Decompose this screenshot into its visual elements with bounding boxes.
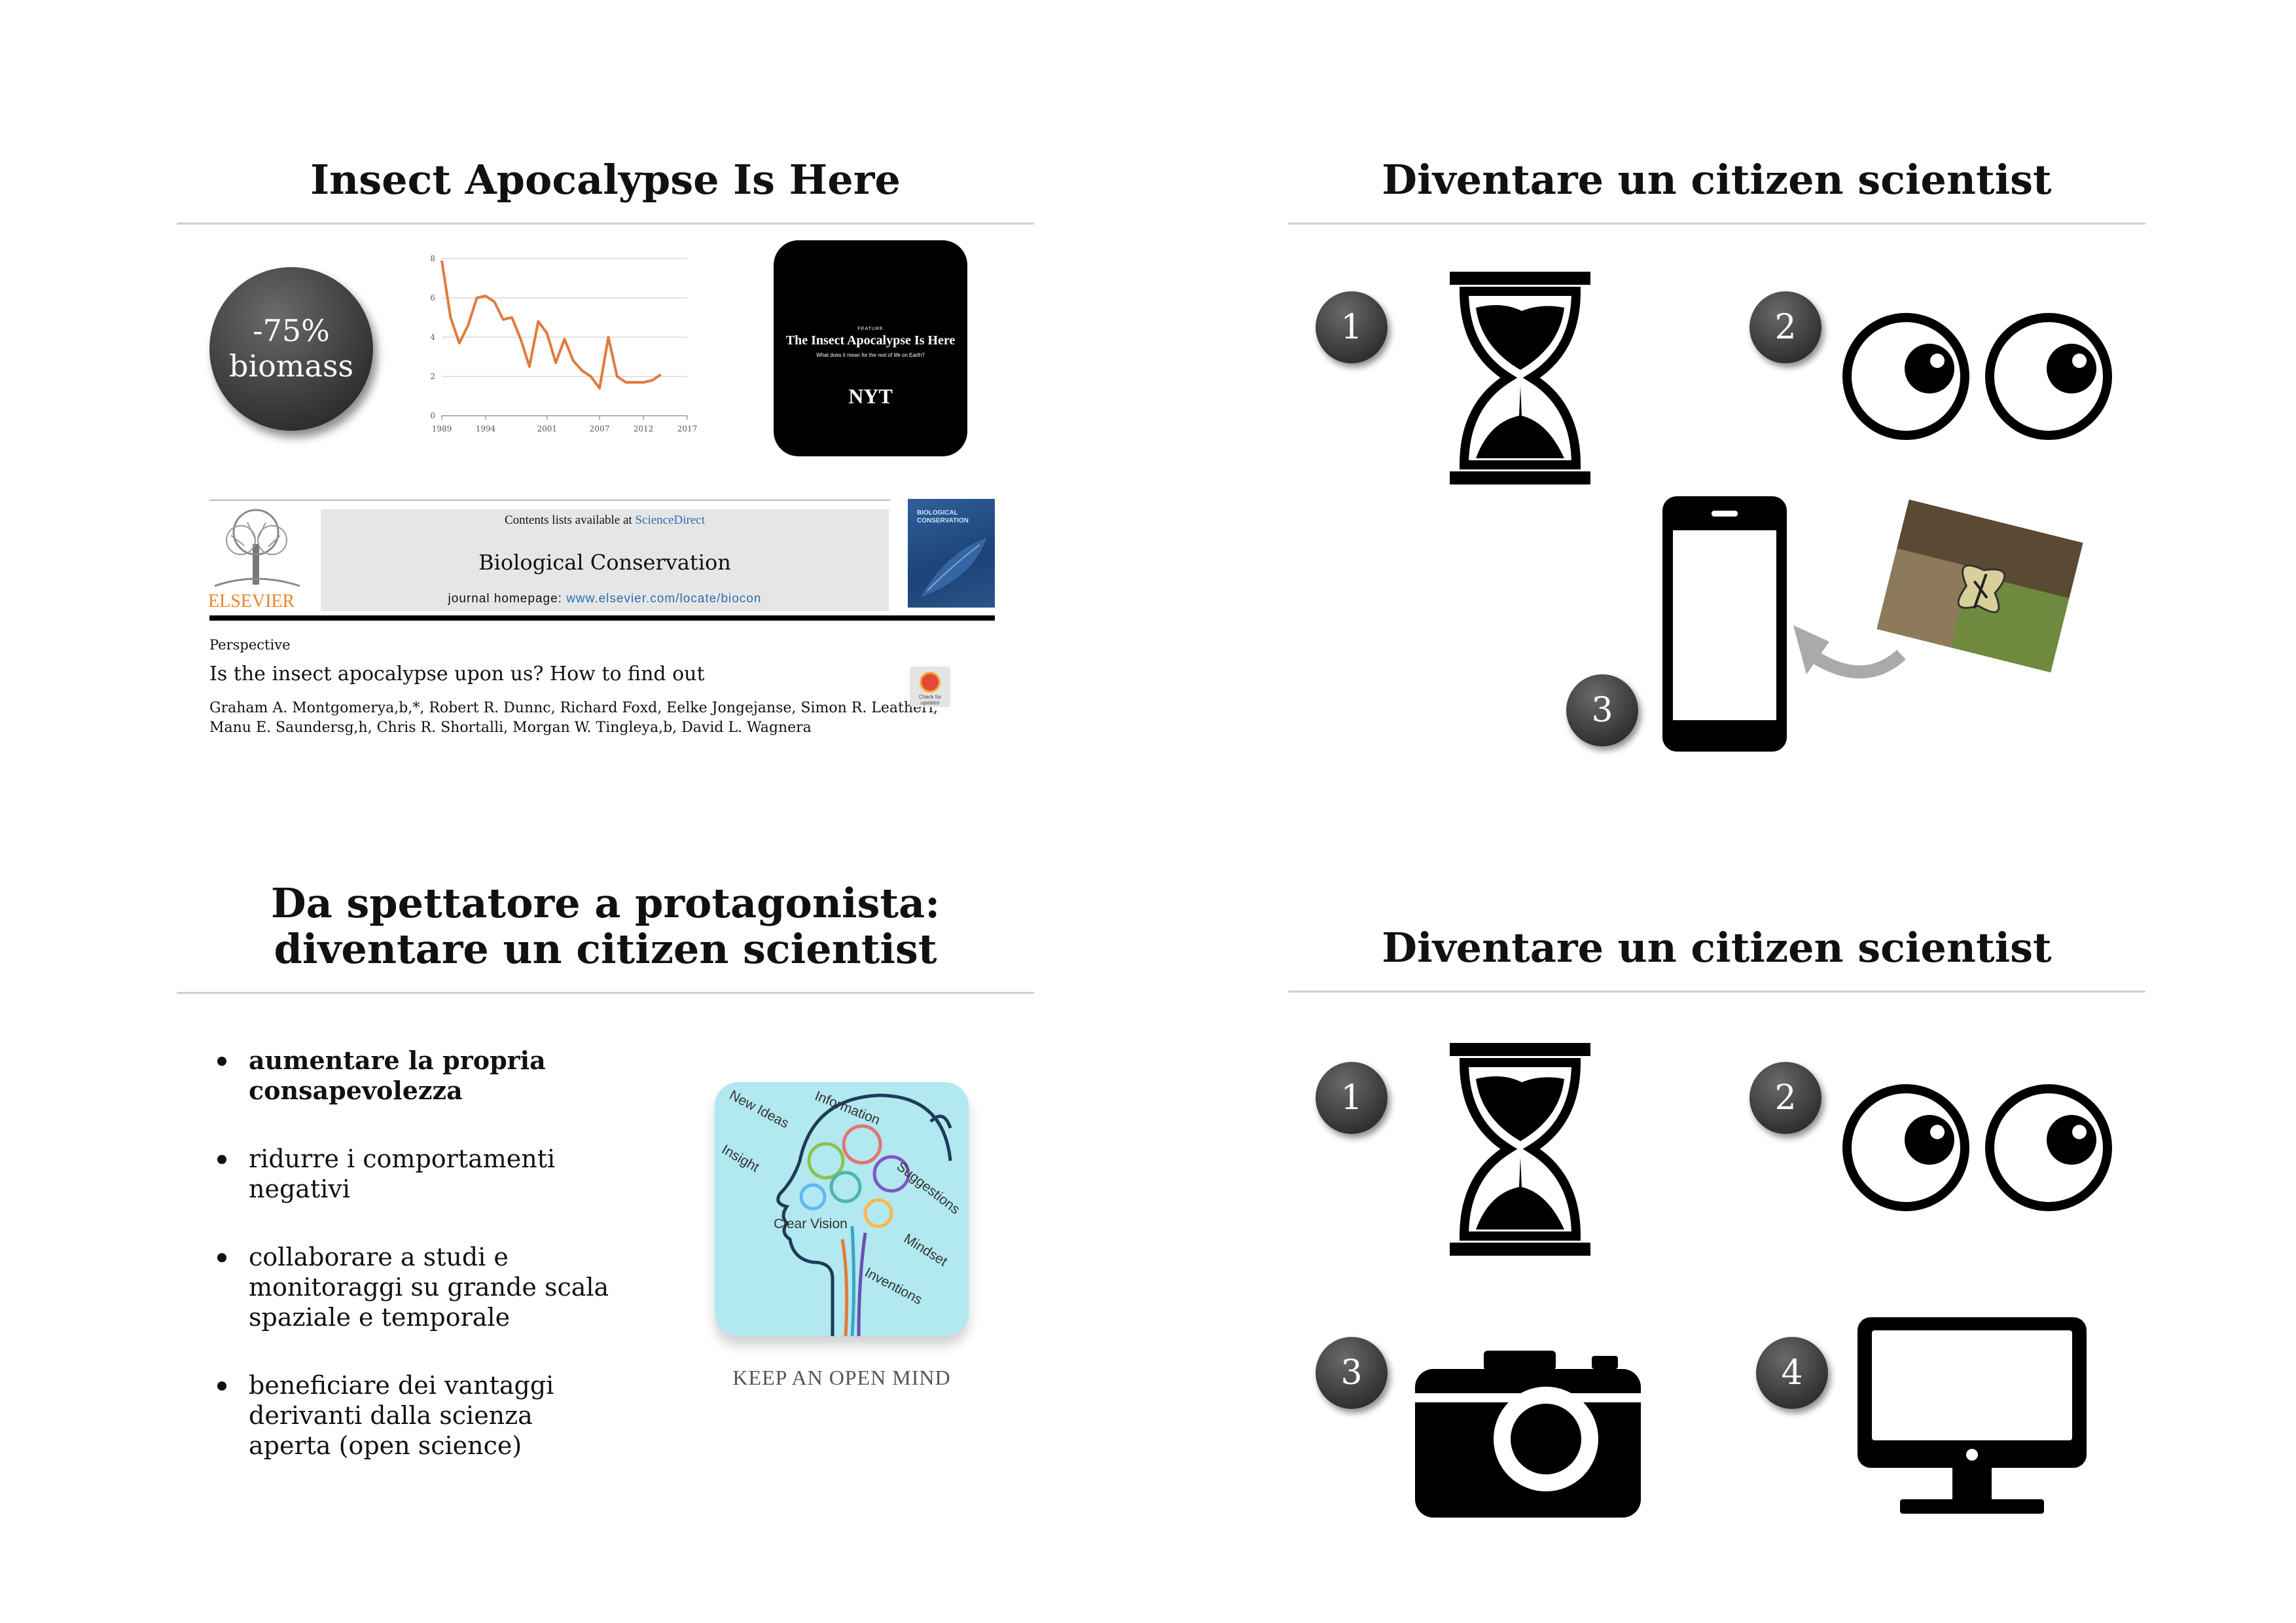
elsevier-wordmark: ELSEVIER xyxy=(208,591,295,611)
elsevier-logo: ELSEVIER xyxy=(208,506,306,611)
nyt-label: NYT xyxy=(848,384,893,408)
article-authors-1: Graham A. Montgomerya,b,*, Robert R. Dun… xyxy=(209,700,938,716)
article-title: Is the insect apocalypse upon us? How to… xyxy=(209,663,705,685)
biomass-percent: -75% xyxy=(253,313,330,348)
benefit-item: collaborare a studi e monitoraggi su gra… xyxy=(209,1242,615,1332)
slide1-title: Insect Apocalypse Is Here xyxy=(310,156,901,204)
slide2-step-2: 2 xyxy=(1749,291,1821,363)
slide4-step-4: 4 xyxy=(1756,1337,1828,1409)
open-mind-illustration: New Ideas Information Insight Suggestion… xyxy=(715,1082,969,1336)
benefit-item: aumentare la propria consapevolezza xyxy=(209,1046,615,1106)
biomass-line-chart: 0 2 4 6 8 1989 1994 2001 2007 2012 2017 xyxy=(430,254,698,433)
eyes-icon xyxy=(1842,313,2112,440)
slide4-step-3: 3 xyxy=(1316,1337,1388,1409)
homepage-prefix: journal homepage: xyxy=(448,592,562,606)
slide2-step-1: 1 xyxy=(1316,291,1388,363)
chart-x-tick-label: 2017 xyxy=(677,424,698,433)
chart-x-tick-label: 2001 xyxy=(537,424,557,433)
journal-header-box: Contents lists available at ScienceDirec… xyxy=(321,509,889,611)
mind-word: Clear Vision xyxy=(774,1216,848,1231)
benefit-item: beneficiare dei vantaggi derivanti dalla… xyxy=(209,1370,615,1461)
butterfly-photo xyxy=(1872,494,2088,678)
benefits-list: aumentare la propria consapevolezza ridu… xyxy=(209,1046,615,1499)
open-mind-caption: KEEP AN OPEN MIND xyxy=(732,1366,951,1389)
elsevier-tree-icon xyxy=(214,509,300,587)
slide4-step-2: 2 xyxy=(1749,1062,1821,1134)
nyt-card: FEATURE The Insect Apocalypse Is Here Wh… xyxy=(774,240,967,456)
cover-leaf-icon xyxy=(921,538,986,597)
hourglass-icon xyxy=(1450,1043,1590,1256)
chart-y-tick-label: 2 xyxy=(430,372,435,381)
article-section: Perspective xyxy=(209,637,291,653)
slide1-divider xyxy=(177,223,1034,225)
article-top-rule xyxy=(209,500,890,501)
article-heavy-rule xyxy=(209,615,995,621)
cover-title: BIOLOGICAL CONSERVATION xyxy=(917,509,969,524)
article-authors-2: Manu E. Saundersg,h, Chris R. Shortalli,… xyxy=(209,720,812,736)
homepage-line: journal homepage: www.elsevier.com/locat… xyxy=(321,592,889,606)
chart-y-tick-label: 0 xyxy=(430,411,435,420)
chart-x-tick-label: 1994 xyxy=(476,424,496,433)
upload-arrow-icon xyxy=(1793,625,1906,679)
slide4-divider xyxy=(1288,991,2145,993)
sciencedirect-link[interactable]: ScienceDirect xyxy=(635,513,706,527)
monitor-icon xyxy=(1857,1317,2087,1514)
slide3-title-line1: Da spettatore a protagonista: xyxy=(270,879,941,927)
check-updates-label: Check for updates xyxy=(918,694,942,706)
slide4-step-1: 1 xyxy=(1316,1062,1388,1134)
homepage-link[interactable]: www.elsevier.com/locate/biocon xyxy=(566,592,762,606)
chart-y-tick-label: 4 xyxy=(430,333,435,342)
slide2-title: Diventare un citizen scientist xyxy=(1382,156,2052,204)
benefit-item: ridurre i comportamenti negativi xyxy=(209,1144,615,1204)
nyt-headline: The Insect Apocalypse Is Here xyxy=(785,333,956,348)
check-updates-icon xyxy=(920,672,941,693)
slide2-step-3: 3 xyxy=(1566,674,1638,746)
slide4-title: Diventare un citizen scientist xyxy=(1382,924,2052,972)
slide3-title: Da spettatore a protagonista: diventare … xyxy=(177,881,1034,972)
nyt-dek: What does it mean for the rest of life o… xyxy=(816,352,925,358)
slide2-divider xyxy=(1288,223,2145,225)
chart-x-tick-label: 2012 xyxy=(634,424,654,433)
slide3-title-line2: diventare un citizen scientist xyxy=(274,925,937,973)
eyes-icon xyxy=(1842,1084,2112,1211)
check-updates-button[interactable]: Check for updates xyxy=(910,666,950,707)
biomass-label: biomass xyxy=(228,348,354,384)
journal-name: Biological Conservation xyxy=(478,550,731,575)
chart-y-tick-label: 6 xyxy=(430,293,435,302)
hourglass-icon xyxy=(1450,272,1590,484)
chart-x-tick-label: 2007 xyxy=(590,424,610,433)
biomass-badge: -75% biomass xyxy=(209,267,373,431)
contents-line: Contents lists available at ScienceDirec… xyxy=(321,513,889,528)
chart-series-line xyxy=(440,260,662,390)
head-profile-icon xyxy=(776,1093,952,1336)
camera-icon xyxy=(1415,1351,1641,1518)
chart-y-tick-label: 8 xyxy=(430,254,435,263)
slide3-divider xyxy=(177,992,1034,994)
nyt-kicker: FEATURE xyxy=(857,327,884,331)
journal-cover: BIOLOGICAL CONSERVATION xyxy=(908,499,995,608)
chart-x-tick-label: 1989 xyxy=(432,424,452,433)
smartphone-icon xyxy=(1662,496,1787,752)
contents-prefix: Contents lists available at xyxy=(504,513,632,527)
